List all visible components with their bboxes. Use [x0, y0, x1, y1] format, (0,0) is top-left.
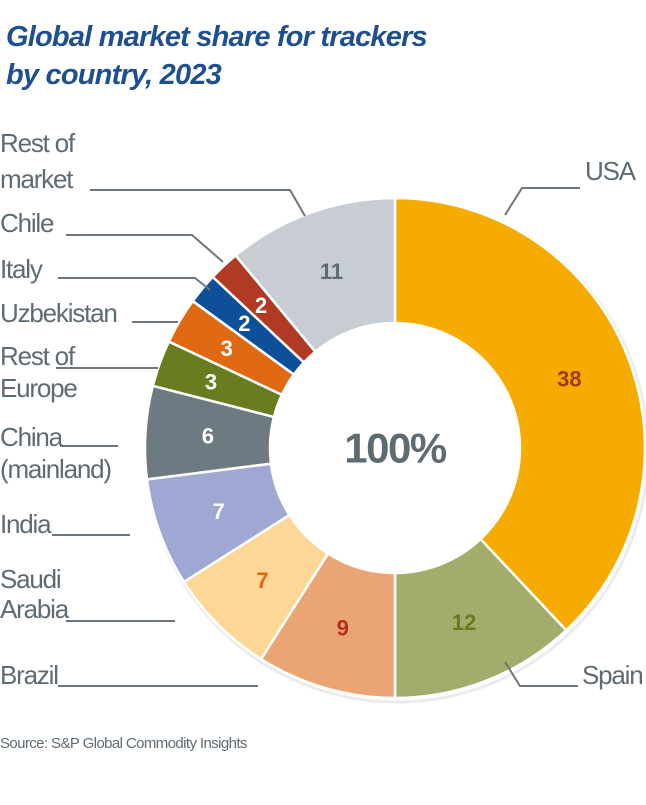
- slice-usa: [393, 196, 646, 633]
- category-label-rest-of-europe: Rest of: [0, 341, 76, 371]
- category-label-saudi-arabia: Arabia: [0, 594, 70, 624]
- category-label-china-mainland: (mainland): [0, 454, 111, 484]
- leader-line-italy: [58, 277, 211, 291]
- value-label-india: 7: [212, 499, 224, 524]
- value-label-chile: 2: [255, 293, 267, 318]
- value-label-rest-of-europe: 3: [205, 369, 217, 394]
- category-label-china-mainland: China: [0, 422, 64, 452]
- category-label-italy: Italy: [0, 254, 43, 284]
- value-label-uzbekistan: 3: [221, 336, 233, 361]
- category-label-chile: Chile: [0, 208, 54, 238]
- category-label-rest-of-europe: Europe: [0, 373, 77, 403]
- category-label-brazil: Brazil: [0, 660, 58, 690]
- chart-title-line-2: by country, 2023: [6, 59, 222, 91]
- category-label-rest-of-market: market: [0, 164, 74, 194]
- slice-rest-of-market: [233, 196, 397, 354]
- category-label-usa: USA: [585, 156, 637, 186]
- leader-line-usa: [504, 187, 580, 216]
- leader-line-chile: [66, 234, 224, 263]
- category-label-rest-of-market: Rest of: [0, 128, 76, 158]
- leader-line-spain: [504, 661, 578, 687]
- chart-title-line-1: Global market share for trackers: [6, 21, 428, 53]
- value-label-saudi-arabia: 7: [256, 568, 268, 593]
- category-label-spain: Spain: [582, 660, 643, 690]
- value-label-rest-of-market: 11: [320, 259, 343, 284]
- category-label-uzbekistan: Uzbekistan: [0, 298, 117, 328]
- value-label-usa: 38: [557, 366, 581, 391]
- source-note: Source: S&P Global Commodity Insights: [0, 735, 247, 752]
- value-label-china-mainland: 6: [202, 424, 214, 449]
- center-total-label: 100%: [344, 425, 447, 472]
- value-label-spain: 12: [452, 610, 476, 635]
- category-label-india: India: [0, 509, 52, 539]
- value-label-brazil: 9: [337, 616, 349, 641]
- value-label-italy: 2: [238, 311, 250, 336]
- category-label-saudi-arabia: Saudi: [0, 564, 61, 594]
- leader-line-rest-of-market: [90, 189, 306, 217]
